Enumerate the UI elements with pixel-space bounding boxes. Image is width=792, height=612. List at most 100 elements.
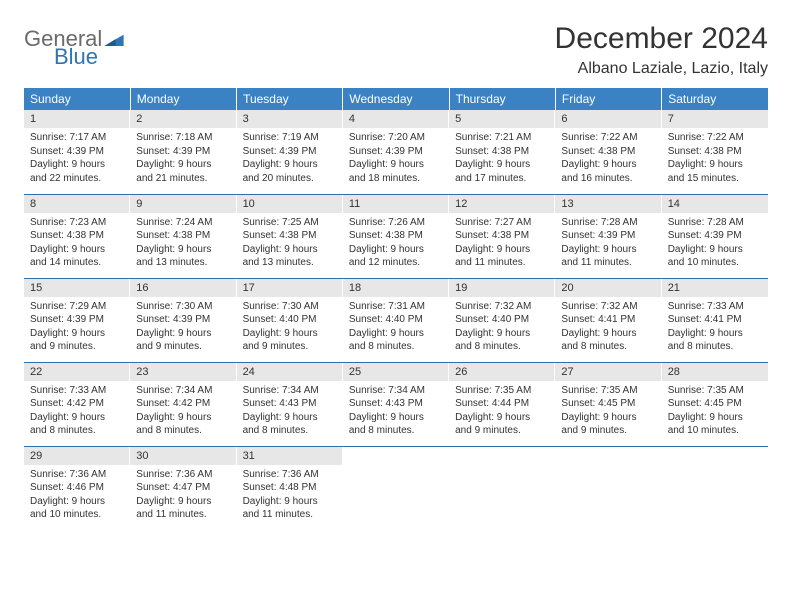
daylight-text: and 20 minutes. xyxy=(243,172,337,186)
calendar-day-cell: 21Sunrise: 7:33 AMSunset: 4:41 PMDayligh… xyxy=(662,278,768,362)
weekday-header: Saturday xyxy=(662,88,768,110)
calendar-day-cell: 28Sunrise: 7:35 AMSunset: 4:45 PMDayligh… xyxy=(662,362,768,446)
calendar-day-cell: 26Sunrise: 7:35 AMSunset: 4:44 PMDayligh… xyxy=(449,362,555,446)
calendar-day-cell: 3Sunrise: 7:19 AMSunset: 4:39 PMDaylight… xyxy=(237,110,343,194)
calendar-day-cell: .. xyxy=(555,446,661,530)
calendar-day-cell: .. xyxy=(449,446,555,530)
location-label: Albano Laziale, Lazio, Italy xyxy=(555,60,768,78)
day-number: 20 xyxy=(555,279,661,297)
sunrise-text: Sunrise: 7:34 AM xyxy=(349,384,443,398)
day-number: 24 xyxy=(237,363,343,381)
daylight-text: Daylight: 9 hours xyxy=(136,411,230,425)
daylight-text: and 11 minutes. xyxy=(455,256,549,270)
page-title: December 2024 xyxy=(555,22,768,56)
day-details: Sunrise: 7:30 AMSunset: 4:40 PMDaylight:… xyxy=(237,297,343,360)
calendar-day-cell: 29Sunrise: 7:36 AMSunset: 4:46 PMDayligh… xyxy=(24,446,130,530)
sunrise-text: Sunrise: 7:36 AM xyxy=(30,468,124,482)
day-details: Sunrise: 7:31 AMSunset: 4:40 PMDaylight:… xyxy=(343,297,449,360)
sunrise-text: Sunrise: 7:23 AM xyxy=(30,216,124,230)
sunset-text: Sunset: 4:44 PM xyxy=(455,397,549,411)
sunrise-text: Sunrise: 7:18 AM xyxy=(136,131,230,145)
calendar-day-cell: 17Sunrise: 7:30 AMSunset: 4:40 PMDayligh… xyxy=(237,278,343,362)
sunrise-text: Sunrise: 7:28 AM xyxy=(668,216,762,230)
calendar-day-cell: 11Sunrise: 7:26 AMSunset: 4:38 PMDayligh… xyxy=(343,194,449,278)
daylight-text: and 9 minutes. xyxy=(243,340,337,354)
day-number: 22 xyxy=(24,363,130,381)
daylight-text: and 11 minutes. xyxy=(136,508,230,522)
sunrise-text: Sunrise: 7:33 AM xyxy=(30,384,124,398)
day-details: Sunrise: 7:29 AMSunset: 4:39 PMDaylight:… xyxy=(24,297,130,360)
calendar-day-cell: 31Sunrise: 7:36 AMSunset: 4:48 PMDayligh… xyxy=(237,446,343,530)
calendar-week-row: 29Sunrise: 7:36 AMSunset: 4:46 PMDayligh… xyxy=(24,446,768,530)
sunrise-text: Sunrise: 7:35 AM xyxy=(561,384,655,398)
daylight-text: and 8 minutes. xyxy=(243,424,337,438)
sunrise-text: Sunrise: 7:22 AM xyxy=(561,131,655,145)
sunrise-text: Sunrise: 7:31 AM xyxy=(349,300,443,314)
sunrise-text: Sunrise: 7:35 AM xyxy=(668,384,762,398)
day-details: Sunrise: 7:36 AMSunset: 4:48 PMDaylight:… xyxy=(237,465,343,528)
daylight-text: Daylight: 9 hours xyxy=(455,243,549,257)
sunrise-text: Sunrise: 7:29 AM xyxy=(30,300,124,314)
daylight-text: and 9 minutes. xyxy=(136,340,230,354)
daylight-text: and 16 minutes. xyxy=(561,172,655,186)
sunset-text: Sunset: 4:40 PM xyxy=(349,313,443,327)
sunrise-text: Sunrise: 7:30 AM xyxy=(243,300,337,314)
title-block: December 2024 Albano Laziale, Lazio, Ita… xyxy=(555,22,768,78)
calendar-day-cell: 9 Sunrise: 7:24 AMSunset: 4:38 PMDaylight… xyxy=(130,194,236,278)
day-details: Sunrise: 7:17 AMSunset: 4:39 PMDaylight:… xyxy=(24,128,130,191)
sunrise-text: Sunrise: 7:24 AM xyxy=(136,216,230,230)
sunrise-text: Sunrise: 7:22 AM xyxy=(668,131,762,145)
daylight-text: Daylight: 9 hours xyxy=(136,243,230,257)
sunrise-text: Sunrise: 7:36 AM xyxy=(243,468,337,482)
sunrise-text: Sunrise: 7:33 AM xyxy=(668,300,762,314)
day-details: Sunrise: 7:32 AMSunset: 4:41 PMDaylight:… xyxy=(555,297,661,360)
daylight-text: and 8 minutes. xyxy=(668,340,762,354)
daylight-text: Daylight: 9 hours xyxy=(561,243,655,257)
sunset-text: Sunset: 4:38 PM xyxy=(136,229,230,243)
sunset-text: Sunset: 4:39 PM xyxy=(136,313,230,327)
day-number: 25 xyxy=(343,363,449,381)
daylight-text: Daylight: 9 hours xyxy=(349,243,443,257)
day-details: Sunrise: 7:27 AMSunset: 4:38 PMDaylight:… xyxy=(449,213,555,276)
sunrise-text: Sunrise: 7:21 AM xyxy=(455,131,549,145)
daylight-text: Daylight: 9 hours xyxy=(561,327,655,341)
weekday-header: Friday xyxy=(555,88,661,110)
sunset-text: Sunset: 4:38 PM xyxy=(668,145,762,159)
day-details: Sunrise: 7:35 AMSunset: 4:44 PMDaylight:… xyxy=(449,381,555,444)
day-details: Sunrise: 7:25 AMSunset: 4:38 PMDaylight:… xyxy=(237,213,343,276)
day-number: 18 xyxy=(343,279,449,297)
sunset-text: Sunset: 4:38 PM xyxy=(30,229,124,243)
day-details: Sunrise: 7:22 AMSunset: 4:38 PMDaylight:… xyxy=(662,128,768,191)
daylight-text: Daylight: 9 hours xyxy=(668,243,762,257)
day-details: Sunrise: 7:32 AMSunset: 4:40 PMDaylight:… xyxy=(449,297,555,360)
calendar-day-cell: .. xyxy=(662,446,768,530)
day-details: Sunrise: 7:21 AMSunset: 4:38 PMDaylight:… xyxy=(449,128,555,191)
day-number: 9 xyxy=(130,195,236,213)
sunset-text: Sunset: 4:39 PM xyxy=(136,145,230,159)
day-details: Sunrise: 7:26 AMSunset: 4:38 PMDaylight:… xyxy=(343,213,449,276)
day-details: Sunrise: 7:36 AMSunset: 4:46 PMDaylight:… xyxy=(24,465,130,528)
sunset-text: Sunset: 4:39 PM xyxy=(561,229,655,243)
day-details: Sunrise: 7:28 AMSunset: 4:39 PMDaylight:… xyxy=(555,213,661,276)
daylight-text: Daylight: 9 hours xyxy=(136,495,230,509)
daylight-text: Daylight: 9 hours xyxy=(349,158,443,172)
day-details: Sunrise: 7:22 AMSunset: 4:38 PMDaylight:… xyxy=(555,128,661,191)
sunrise-text: Sunrise: 7:30 AM xyxy=(136,300,230,314)
day-number: 14 xyxy=(662,195,768,213)
daylight-text: Daylight: 9 hours xyxy=(668,411,762,425)
calendar-day-cell: 2Sunrise: 7:18 AMSunset: 4:39 PMDaylight… xyxy=(130,110,236,194)
day-number: 15 xyxy=(24,279,130,297)
day-number: 13 xyxy=(555,195,661,213)
daylight-text: and 13 minutes. xyxy=(136,256,230,270)
sunset-text: Sunset: 4:39 PM xyxy=(30,145,124,159)
daylight-text: Daylight: 9 hours xyxy=(349,411,443,425)
day-number: 11 xyxy=(343,195,449,213)
day-number: 26 xyxy=(449,363,555,381)
logo: GeneralBlue xyxy=(24,28,124,68)
daylight-text: Daylight: 9 hours xyxy=(30,411,124,425)
daylight-text: and 8 minutes. xyxy=(349,340,443,354)
sunset-text: Sunset: 4:40 PM xyxy=(243,313,337,327)
calendar-day-cell: 1Sunrise: 7:17 AMSunset: 4:39 PMDaylight… xyxy=(24,110,130,194)
daylight-text: and 22 minutes. xyxy=(30,172,124,186)
daylight-text: Daylight: 9 hours xyxy=(243,158,337,172)
